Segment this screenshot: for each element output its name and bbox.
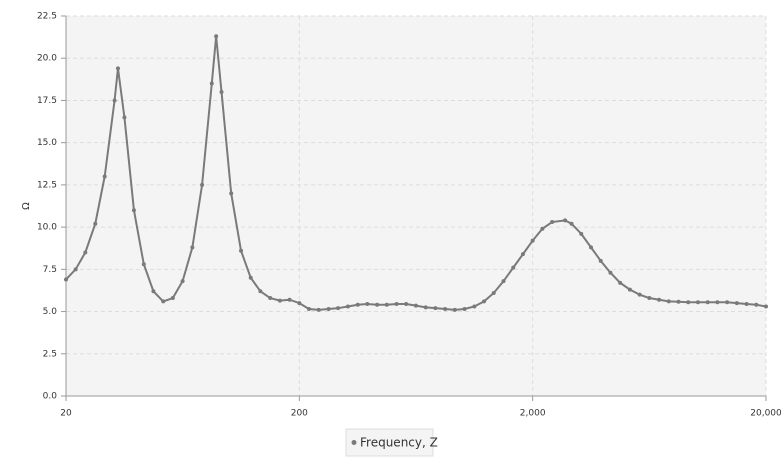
data-point bbox=[569, 221, 574, 226]
y-axis-label: Ω bbox=[21, 202, 32, 210]
data-point bbox=[433, 306, 438, 311]
data-point bbox=[151, 289, 156, 294]
y-tick-label: 10.0 bbox=[37, 223, 57, 233]
data-point bbox=[345, 304, 350, 309]
data-point bbox=[365, 301, 370, 306]
data-point bbox=[725, 300, 730, 305]
data-point bbox=[375, 302, 380, 307]
data-point bbox=[491, 290, 496, 295]
data-point bbox=[161, 299, 166, 304]
legend bbox=[345, 428, 434, 457]
data-point bbox=[93, 221, 98, 226]
data-point bbox=[326, 307, 331, 312]
data-point bbox=[115, 66, 120, 71]
y-tick-label: 12.5 bbox=[37, 180, 57, 190]
data-point bbox=[190, 245, 195, 250]
data-point bbox=[511, 265, 516, 270]
data-point bbox=[355, 302, 360, 307]
data-point bbox=[268, 296, 273, 301]
data-point bbox=[754, 302, 759, 307]
data-point bbox=[598, 258, 603, 263]
data-point bbox=[637, 292, 642, 297]
data-point bbox=[734, 301, 739, 306]
y-tick-label: 5.0 bbox=[43, 307, 58, 317]
data-point bbox=[64, 277, 68, 282]
data-point bbox=[686, 300, 691, 305]
data-point bbox=[122, 115, 127, 120]
data-point bbox=[229, 191, 234, 196]
y-tick-label: 0.0 bbox=[43, 392, 58, 402]
x-tick-label: 20 bbox=[60, 409, 72, 419]
data-point bbox=[131, 208, 136, 213]
data-point bbox=[618, 280, 623, 285]
y-tick-label: 2.5 bbox=[43, 349, 57, 359]
y-tick-label: 20.0 bbox=[37, 54, 57, 64]
data-point bbox=[579, 231, 584, 236]
data-point bbox=[306, 307, 311, 312]
data-point bbox=[705, 300, 710, 305]
data-point bbox=[647, 296, 652, 301]
data-point bbox=[239, 248, 244, 253]
legend-label: Frequency, Z bbox=[360, 436, 438, 450]
data-point bbox=[73, 267, 78, 272]
data-point bbox=[501, 279, 506, 284]
data-point bbox=[102, 174, 107, 179]
y-tick-label: 7.5 bbox=[43, 265, 57, 275]
data-point bbox=[744, 301, 749, 306]
data-point bbox=[200, 182, 205, 187]
data-point bbox=[219, 90, 224, 94]
data-point bbox=[277, 298, 282, 303]
data-point bbox=[520, 252, 525, 257]
data-point bbox=[180, 279, 185, 284]
legend-marker bbox=[351, 440, 357, 445]
data-point bbox=[112, 98, 117, 103]
data-point bbox=[482, 299, 487, 304]
x-tick-label: 200 bbox=[291, 409, 308, 419]
data-point bbox=[550, 220, 555, 225]
data-point bbox=[472, 304, 477, 309]
data-point bbox=[336, 306, 341, 311]
data-point bbox=[287, 297, 292, 302]
data-point bbox=[297, 301, 302, 306]
data-point bbox=[540, 226, 545, 231]
data-point bbox=[530, 238, 535, 243]
x-tick-label: 20,000 bbox=[750, 409, 781, 419]
data-point bbox=[316, 307, 321, 312]
data-point bbox=[404, 301, 409, 306]
data-point bbox=[589, 245, 594, 250]
data-point bbox=[141, 262, 146, 267]
x-tick-label: 2,000 bbox=[520, 409, 546, 419]
y-tick-label: 17.5 bbox=[37, 96, 57, 106]
data-point bbox=[258, 289, 263, 294]
data-point bbox=[627, 287, 632, 292]
data-point bbox=[563, 218, 568, 223]
data-point bbox=[452, 307, 457, 312]
data-point bbox=[715, 300, 720, 305]
data-point bbox=[209, 81, 214, 86]
data-point bbox=[413, 303, 418, 308]
data-point bbox=[462, 307, 467, 312]
data-point bbox=[384, 302, 389, 307]
plot-area bbox=[66, 16, 766, 396]
y-tick-label: 15.0 bbox=[37, 138, 57, 148]
data-point bbox=[676, 299, 681, 304]
data-point bbox=[83, 250, 88, 255]
data-point bbox=[170, 296, 175, 301]
data-point bbox=[248, 275, 253, 280]
data-point bbox=[764, 304, 768, 309]
data-point bbox=[695, 300, 700, 305]
data-point bbox=[666, 299, 671, 304]
data-point bbox=[423, 305, 428, 310]
data-point bbox=[394, 301, 399, 306]
data-point bbox=[214, 34, 219, 39]
data-point bbox=[608, 270, 613, 275]
data-point bbox=[443, 307, 448, 312]
y-tick-label: 22.5 bbox=[37, 12, 57, 22]
data-point bbox=[657, 297, 662, 302]
